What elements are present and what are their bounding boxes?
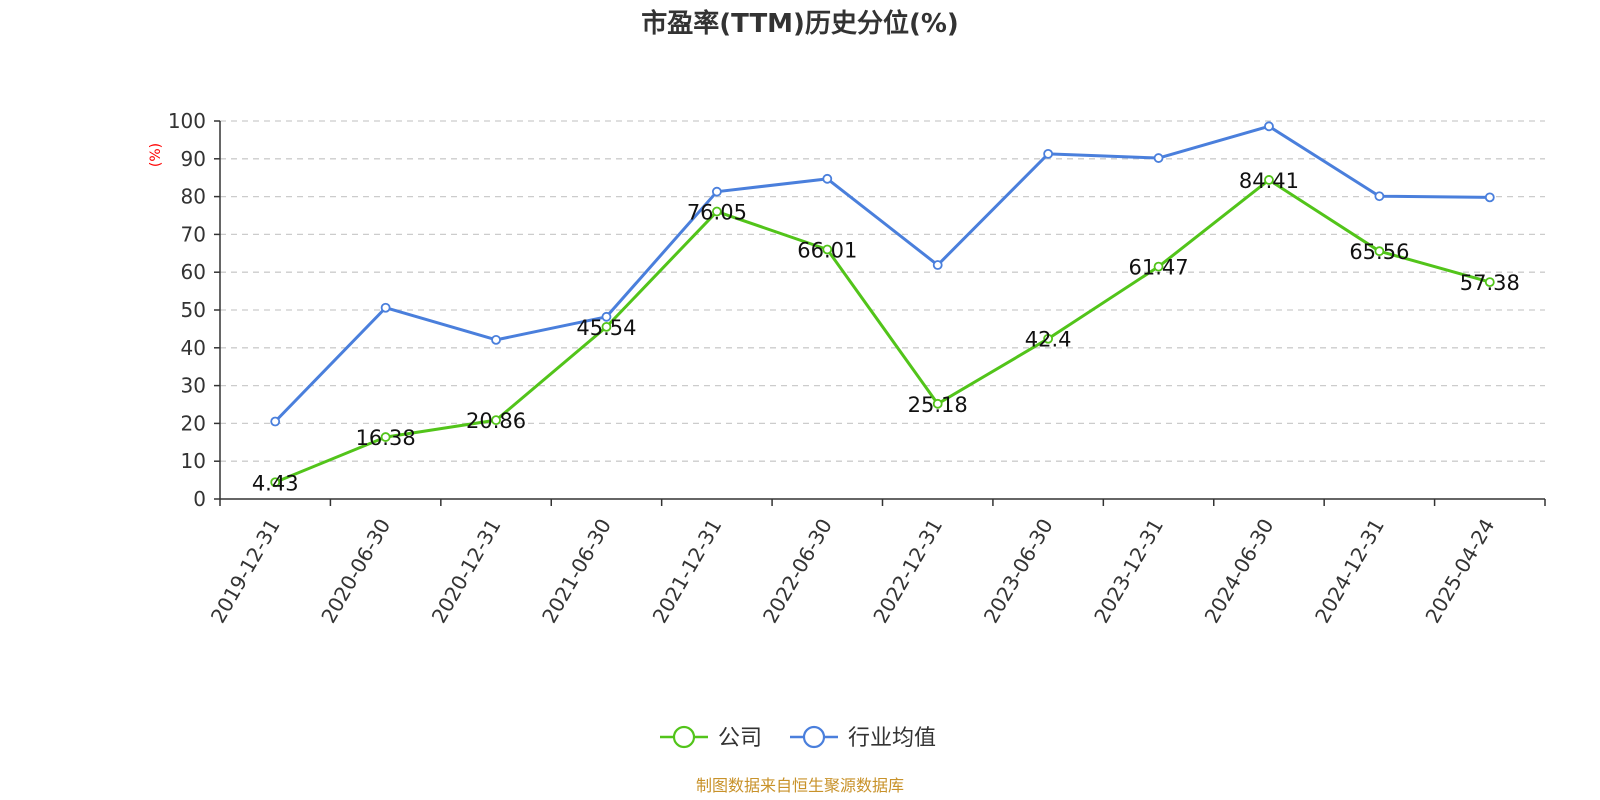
data-point xyxy=(1484,192,1495,203)
x-tick-label: 2023-06-30 xyxy=(979,515,1058,628)
data-label: 66.01 xyxy=(797,238,857,262)
data-point xyxy=(932,260,943,270)
x-tick-label: 2024-06-30 xyxy=(1200,515,1279,628)
x-tick-label: 2020-06-30 xyxy=(316,515,395,628)
axes: 0 10 20 30 40 50 60 70 80 90 100 2019-12-31 2020-06-… xyxy=(168,109,1546,628)
legend-label: 行业均值 xyxy=(848,726,936,751)
data-point xyxy=(1484,277,1495,288)
x-tick-label: 2021-06-30 xyxy=(537,515,616,628)
data-point xyxy=(1374,191,1385,202)
x-tick-label: 2021-12-31 xyxy=(647,515,726,628)
data-point xyxy=(380,432,391,442)
x-tick-label: 2020-12-31 xyxy=(427,515,506,628)
legend-item-company[interactable]: 公司 xyxy=(660,725,762,751)
y-tick-label: 50 xyxy=(181,298,206,322)
data-point xyxy=(822,244,833,255)
series-group xyxy=(270,121,1495,488)
data-point xyxy=(1264,121,1274,132)
data-label: 42.4 xyxy=(1025,328,1072,352)
x-tick-label: 2022-12-31 xyxy=(868,514,947,627)
data-label: 76.05 xyxy=(687,201,747,225)
chart-title: 市盈率(TTM)历史分位(%) xyxy=(641,8,959,39)
data-point xyxy=(601,321,612,332)
x-tick-label: 2024-12-31 xyxy=(1310,515,1389,628)
series-line-company xyxy=(274,178,1491,484)
data-label: 4.43 xyxy=(252,471,299,495)
y-tick-label: 80 xyxy=(181,185,206,209)
x-tick-label: 2022-06-30 xyxy=(758,515,837,628)
data-point xyxy=(1374,246,1385,257)
x-tick-label: 2019-12-31 xyxy=(206,515,285,628)
data-point xyxy=(822,173,833,184)
legend-item-industry-avg[interactable]: 行业均值 xyxy=(790,725,936,751)
x-tick-label: 2025-04-24 xyxy=(1420,515,1499,628)
data-point xyxy=(1264,175,1274,185)
y-tick-label: 100 xyxy=(168,109,206,133)
data-label: 45.54 xyxy=(576,316,636,340)
data-label: 84.41 xyxy=(1239,169,1299,193)
y-tick-label: 0 xyxy=(193,487,206,511)
data-point xyxy=(491,415,501,426)
data-label: 16.38 xyxy=(356,426,416,450)
y-axis-label: (%) xyxy=(148,143,164,167)
data-label: 65.56 xyxy=(1349,240,1409,264)
legend-label: 公司 xyxy=(718,726,762,751)
data-point xyxy=(380,302,391,313)
data-point xyxy=(270,416,281,427)
y-tick-label: 30 xyxy=(181,374,206,398)
x-tick-label: 2023-12-31 xyxy=(1089,515,1168,628)
y-tick-label: 40 xyxy=(181,336,206,360)
y-tick-label: 20 xyxy=(181,411,206,435)
data-point xyxy=(1153,261,1164,272)
data-point xyxy=(270,477,281,488)
data-point xyxy=(601,311,612,322)
data-point xyxy=(711,186,722,197)
data-point xyxy=(932,398,943,409)
data-labels: 4.43 16.38 20.86 45.54 76.05 66.01 25.18 42.4 61… xyxy=(252,169,1520,495)
data-point xyxy=(491,334,501,345)
y-tick-label: 70 xyxy=(181,222,206,246)
data-point xyxy=(1043,148,1054,159)
legend-marker xyxy=(802,725,826,749)
data-label: 20.86 xyxy=(466,409,526,433)
data-point xyxy=(1043,333,1054,344)
source-note: 制图数据来自恒生聚源数据库 xyxy=(696,776,904,795)
legend-marker xyxy=(672,725,696,749)
y-tick-label: 60 xyxy=(181,260,206,284)
data-label: 57.38 xyxy=(1460,271,1520,295)
data-point xyxy=(1153,153,1164,163)
y-tick-label: 10 xyxy=(181,449,206,473)
grid-lines xyxy=(220,120,1545,462)
y-tick-label: 90 xyxy=(181,147,206,171)
data-label: 25.18 xyxy=(908,393,968,417)
data-label: 61.47 xyxy=(1128,256,1188,280)
data-point xyxy=(711,206,722,217)
series-line-industry-avg xyxy=(274,124,1490,423)
legend[interactable]: 公司 行业均值 xyxy=(660,725,936,751)
